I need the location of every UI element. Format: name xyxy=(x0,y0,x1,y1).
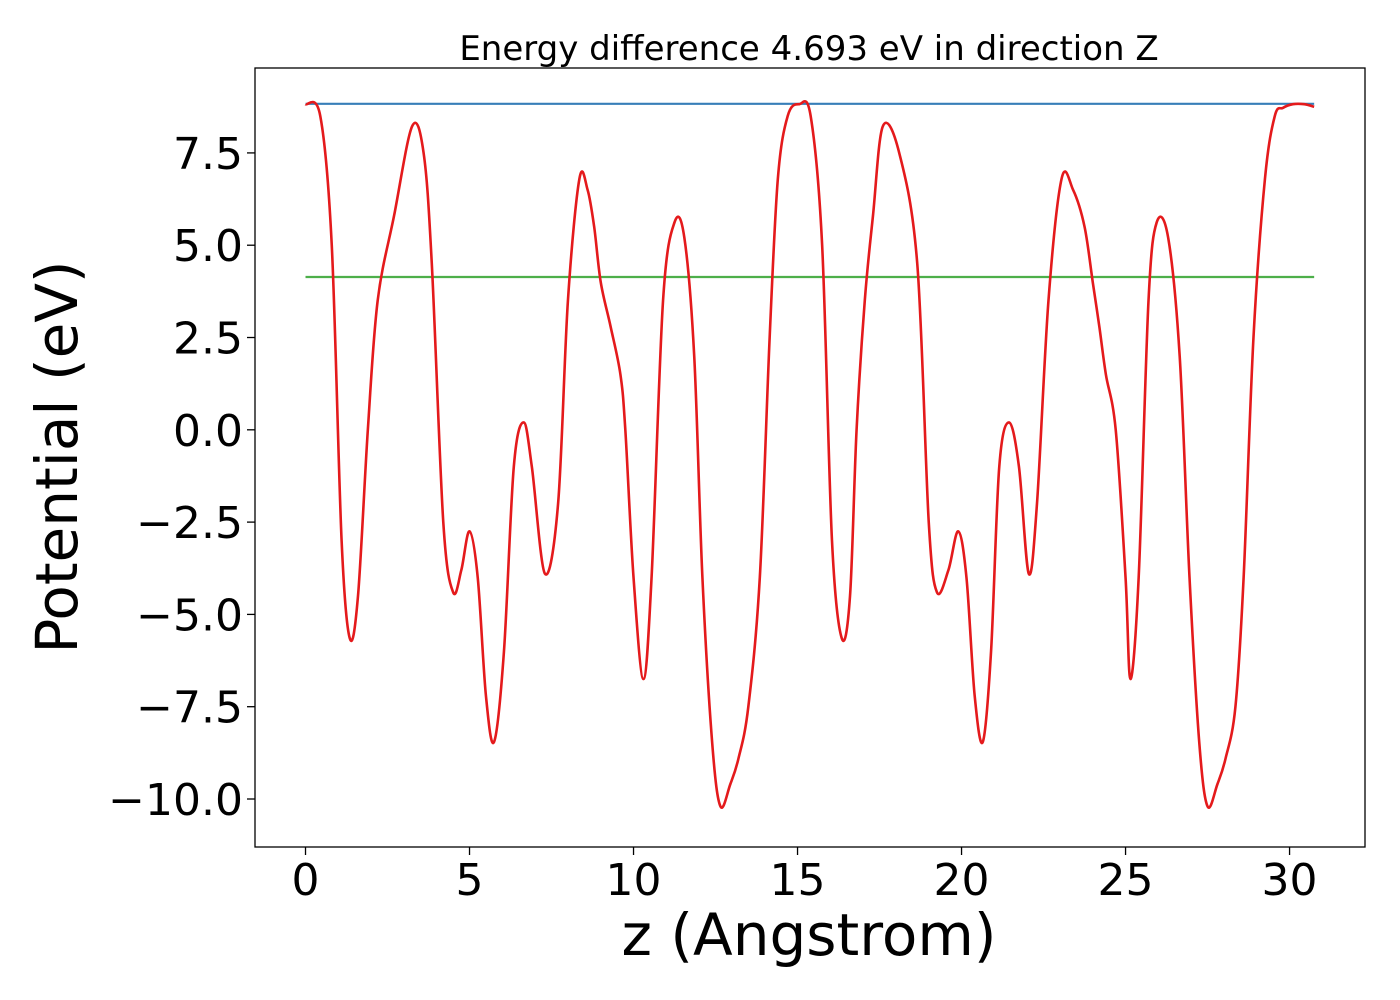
y-tick-label: 0.0 xyxy=(173,406,243,457)
x-axis-ticks: 0 5 10 15 20 25 30 xyxy=(292,847,1318,906)
x-axis-label: z (Angstrom) xyxy=(622,901,997,969)
chart-title: Energy difference 4.693 eV in direction … xyxy=(459,29,1158,69)
series-line-potential xyxy=(304,99,1315,810)
x-tick-label: 10 xyxy=(606,855,662,906)
y-tick-label: 2.5 xyxy=(173,314,243,365)
y-tick-label: −7.5 xyxy=(136,683,243,734)
x-tick-label: 25 xyxy=(1098,855,1154,906)
x-tick-label: 30 xyxy=(1262,855,1318,906)
y-axis-ticks: −10.0 −7.5 −5.0 −2.5 0.0 2.5 5.0 7.5 xyxy=(108,129,255,826)
y-axis-label: Potential (eV) xyxy=(23,260,91,653)
y-tick-label: −5.0 xyxy=(136,590,243,641)
x-tick-label: 20 xyxy=(934,855,990,906)
x-tick-label: 15 xyxy=(770,855,826,906)
x-tick-label: 0 xyxy=(292,855,320,906)
y-tick-label: −10.0 xyxy=(108,775,243,826)
plot-lines xyxy=(304,99,1315,810)
plot-frame xyxy=(254,67,1366,848)
y-tick-label: 7.5 xyxy=(173,129,243,180)
x-tick-label: 5 xyxy=(456,855,484,906)
y-tick-label: −2.5 xyxy=(136,498,243,549)
y-tick-label: 5.0 xyxy=(173,221,243,272)
